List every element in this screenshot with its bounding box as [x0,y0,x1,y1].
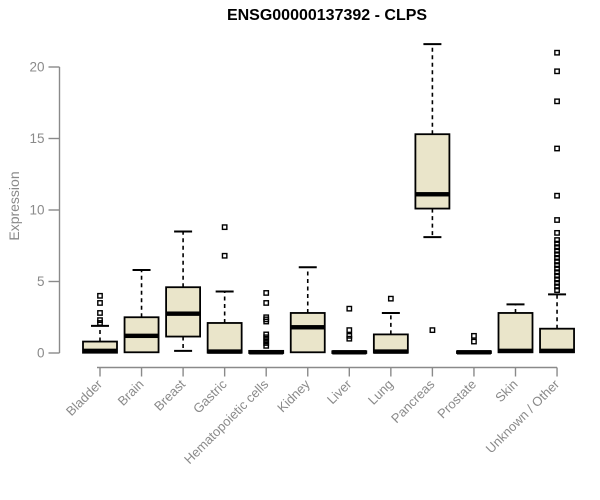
median-line [498,348,533,354]
x-category-label: Liver [324,376,355,407]
x-category-label: Unknown / Other [483,376,563,456]
median-line [124,333,159,339]
x-category-label: Bladder [63,376,106,419]
outlier-point [221,252,228,259]
median-line [415,192,450,197]
outlier-point [97,317,103,324]
outlier-point [554,255,560,261]
median-line [249,350,284,355]
box [414,133,451,210]
outlier-point [554,98,560,105]
y-tick-label: 20 [29,60,44,75]
outlier-point [346,332,353,339]
outlier-point [554,192,560,199]
outlier-point [554,287,560,293]
box [289,312,326,354]
outlier-point [429,327,436,334]
outlier-point [554,240,560,247]
outlier-point [554,276,560,283]
outlier-point [471,332,477,339]
chart-title: ENSG00000137392 - CLPS [226,7,428,24]
outlier-point [554,262,560,268]
x-category-label: Pancreas [388,376,438,426]
outlier-point [346,305,353,312]
x-category-label: Kidney [274,376,313,415]
outlier-point [554,280,560,286]
outlier-point [387,295,394,302]
outlier-point [554,247,560,254]
outlier-point [221,224,228,231]
x-category-label: Gastric [190,376,230,416]
median-line [373,349,408,354]
outlier-point [554,244,560,251]
outlier-point [554,283,560,290]
outlier-point [554,269,560,276]
median-line [332,350,367,355]
y-tick-label: 0 [37,346,45,361]
outlier-point [263,314,270,321]
outlier-point [554,258,560,265]
outlier-point [554,272,560,279]
outlier-point [346,327,353,334]
x-category-label: Brain [115,377,147,409]
median-line [166,311,201,316]
outlier-point [97,310,103,316]
outlier-point [471,338,477,345]
outlier-point [554,145,560,152]
outlier-point [554,49,560,56]
outlier-point [554,68,560,75]
y-tick-label: 10 [29,203,44,218]
outlier-point [263,290,270,296]
median-line [83,348,117,354]
box [206,322,243,354]
outlier-point [263,331,270,338]
median-line [456,350,491,355]
median-line [290,325,325,330]
outlier-point [97,300,103,306]
outlier-point [554,251,560,258]
y-axis-label: Expression [6,171,22,241]
x-category-label: Breast [151,376,188,413]
median-line [207,349,242,354]
median-line [540,348,575,354]
y-tick-label: 15 [29,131,44,146]
outlier-point [554,217,560,223]
x-category-label: Skin [492,377,520,405]
x-category-label: Prostate [434,377,479,422]
outlier-point [97,292,103,299]
outlier-point [554,265,560,272]
x-category-label: Lung [365,377,396,408]
y-tick-label: 5 [37,274,45,289]
outlier-point [554,229,560,236]
outlier-point [263,300,270,306]
outlier-point [554,237,560,243]
box [497,312,534,354]
